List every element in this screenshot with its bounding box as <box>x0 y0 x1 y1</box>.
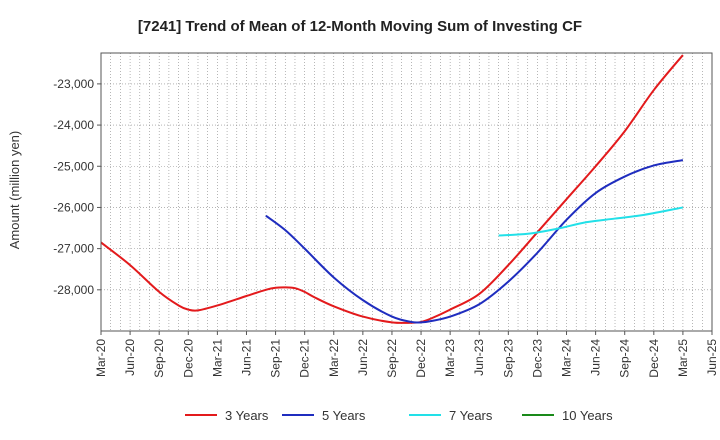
legend-label: 5 Years <box>322 408 366 423</box>
grid <box>101 53 712 331</box>
chart-title: [7241] Trend of Mean of 12-Month Moving … <box>138 18 582 35</box>
series-line-3 <box>498 206 684 237</box>
x-tick-label: Mar-22 <box>327 339 341 377</box>
legend-label: 3 Years <box>225 408 269 423</box>
y-tick-label: -27,000 <box>53 242 94 256</box>
x-tick-label: Jun-23 <box>472 339 486 376</box>
x-tick-label: Sep-23 <box>501 339 515 378</box>
legend-label: 10 Years <box>562 408 613 423</box>
x-tick-label: Dec-20 <box>181 339 195 378</box>
x-tick-label: Jun-24 <box>589 339 603 376</box>
y-tick-label: -23,000 <box>53 77 94 91</box>
x-tick-label: Mar-20 <box>94 339 108 377</box>
x-tick-label: Jun-20 <box>123 339 137 376</box>
x-tick-label: Dec-22 <box>414 339 428 378</box>
x-tick-label: Sep-21 <box>269 339 283 378</box>
y-tick-label: -24,000 <box>53 118 94 132</box>
series-lines <box>100 54 684 324</box>
x-tick-label: Jun-25 <box>705 339 719 376</box>
x-tick-label: Jun-22 <box>356 339 370 376</box>
y-tick-label: -28,000 <box>53 283 94 297</box>
x-tick-label: Sep-24 <box>618 339 632 378</box>
legend: 3 Years 5 Years 7 Years 10 Years <box>185 408 613 423</box>
series-line-2 <box>265 159 684 324</box>
x-tick-label: Dec-23 <box>530 339 544 378</box>
x-axis-ticks: Mar-20 Jun-20 Sep-20 Dec-20 Mar-21 Jun-21 Sep-… <box>94 331 719 378</box>
x-tick-label: Jun-21 <box>239 339 253 376</box>
y-tick-label: -25,000 <box>53 159 94 173</box>
x-tick-label: Sep-20 <box>152 339 166 378</box>
x-tick-label: Dec-21 <box>298 339 312 378</box>
series-line-1 <box>100 54 684 324</box>
x-tick-label: Sep-22 <box>385 339 399 378</box>
y-axis-label: Amount (million yen) <box>7 131 22 250</box>
x-tick-label: Mar-25 <box>676 339 690 377</box>
x-tick-label: Mar-23 <box>443 339 457 377</box>
y-axis-ticks: -28,000 -27,000 -26,000 -25,000 -24,000 -23,0… <box>53 77 101 297</box>
x-tick-label: Mar-24 <box>560 339 574 377</box>
plot-frame <box>100 52 713 332</box>
legend-label: 7 Years <box>449 408 493 423</box>
y-tick-label: -26,000 <box>53 200 94 214</box>
x-tick-label: Mar-21 <box>210 339 224 377</box>
x-tick-label: Dec-24 <box>647 339 661 378</box>
